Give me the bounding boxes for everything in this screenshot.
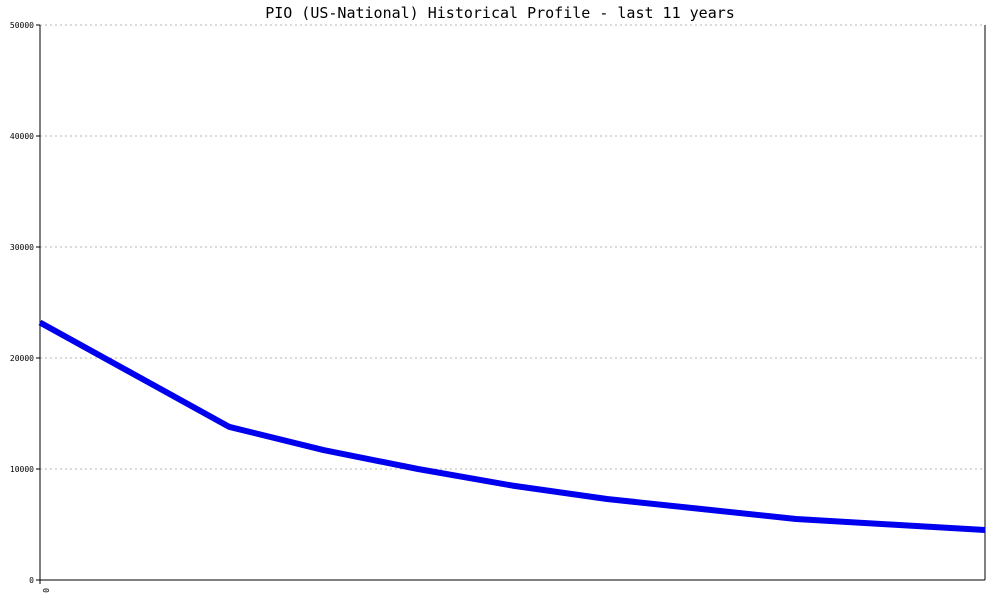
y-tick-label: 20000 xyxy=(10,354,34,363)
y-tick-label: 0 xyxy=(29,576,34,585)
y-tick-label: 10000 xyxy=(10,465,34,474)
y-tick-label: 40000 xyxy=(10,132,34,141)
y-axis-tick-labels: 0 10000 20000 30000 40000 50000 xyxy=(10,21,34,585)
series-lines xyxy=(38,319,986,533)
y-tick-label: 30000 xyxy=(10,243,34,252)
x-tick-label: 0 xyxy=(41,588,50,593)
chart-title: PIO (US-National) Historical Profile - l… xyxy=(265,4,735,22)
y-tick-label: 50000 xyxy=(10,21,34,30)
series-line xyxy=(38,319,986,533)
x-axis-tick-labels: 0 xyxy=(41,588,50,593)
axes xyxy=(36,24,986,584)
